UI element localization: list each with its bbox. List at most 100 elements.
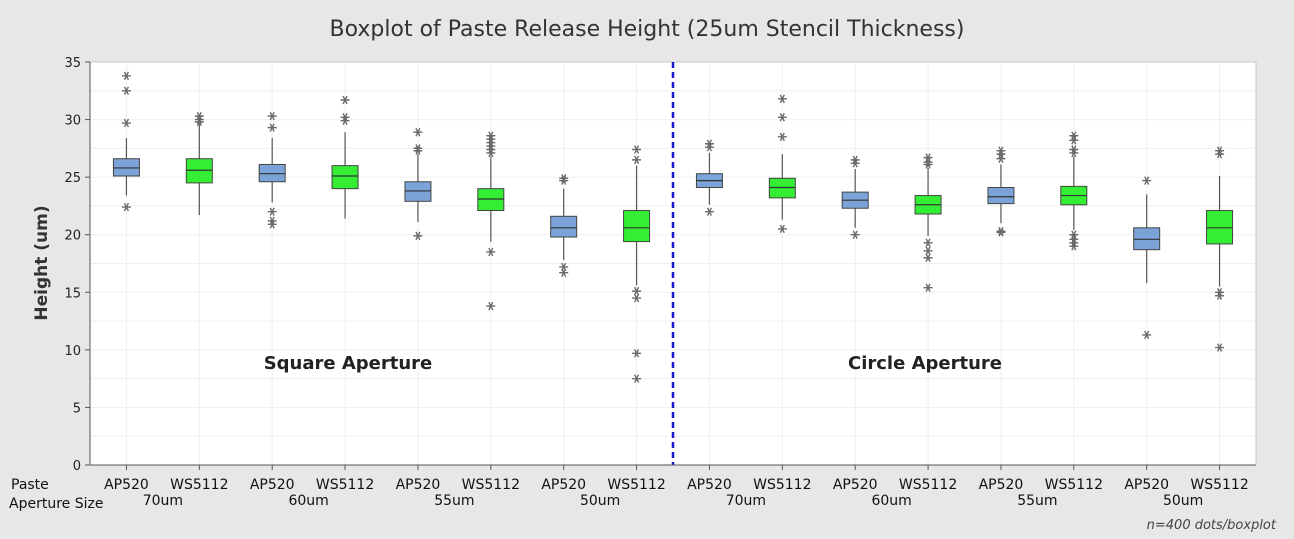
outlier-marker	[777, 224, 787, 234]
outlier-marker	[777, 132, 787, 142]
outlier-marker	[486, 145, 496, 154]
y-axis-label: Height (um)	[32, 205, 52, 320]
outlier-marker	[632, 145, 642, 154]
x-tick-label-aperture-size: 55um	[434, 493, 474, 509]
x-tick-label-aperture-size: 70um	[143, 493, 183, 509]
row-label-aperture-size: Aperture Size	[9, 496, 103, 512]
outlier-marker	[777, 113, 787, 122]
outlier-marker	[1215, 149, 1225, 159]
outlier-marker	[486, 134, 496, 144]
x-tick-label-aperture-size: 50um	[580, 493, 620, 509]
outlier-marker	[1069, 242, 1079, 251]
outlier-marker	[486, 301, 496, 311]
outlier-marker	[559, 268, 569, 277]
outlier-marker	[1215, 291, 1225, 300]
outlier-marker	[1215, 288, 1225, 297]
outlier-marker	[340, 113, 350, 122]
outlier-marker	[486, 247, 496, 257]
box-ws5112	[623, 145, 651, 383]
x-tick-label-paste: WS5112	[170, 477, 228, 493]
outlier-marker	[121, 71, 131, 81]
outlier-marker	[413, 146, 423, 155]
outlier-marker	[1142, 330, 1152, 340]
box-ap520	[1133, 176, 1161, 340]
outlier-marker	[996, 154, 1006, 163]
box-ap520	[258, 111, 286, 229]
y-tick-label: 20	[64, 229, 81, 244]
outlier-marker	[632, 286, 642, 296]
outlier-marker	[340, 116, 350, 125]
outlier-marker	[486, 141, 496, 151]
x-tick-label-paste: WS5112	[1045, 477, 1103, 493]
outlier-marker	[1069, 136, 1079, 145]
outlier-marker	[413, 231, 423, 241]
x-tick-label-aperture-size: 50um	[1163, 493, 1203, 509]
outlier-marker	[267, 207, 277, 216]
box-ap520	[550, 174, 578, 277]
footnote: n=400 dots/boxplot	[1147, 518, 1277, 533]
outlier-marker	[632, 293, 642, 303]
outlier-marker	[1142, 176, 1152, 185]
outlier-marker	[923, 246, 933, 256]
outlier-marker	[704, 207, 714, 216]
box-ap520	[695, 139, 723, 216]
outlier-marker	[850, 155, 860, 165]
outlier-marker	[1069, 145, 1079, 154]
outlier-marker	[267, 123, 277, 132]
outlier-marker	[777, 94, 787, 104]
x-tick-label-paste: WS5112	[316, 477, 374, 493]
outlier-marker	[267, 216, 277, 226]
outlier-marker	[486, 148, 496, 158]
outlier-marker	[850, 159, 860, 168]
x-tick-label-paste: WS5112	[899, 477, 957, 493]
y-tick-label: 30	[64, 114, 81, 129]
outlier-marker	[923, 253, 933, 262]
x-tick-label-paste: WS5112	[753, 477, 811, 493]
box-ws5112	[477, 131, 505, 311]
x-tick-label-aperture-size: 55um	[1017, 493, 1057, 509]
outlier-marker	[1069, 238, 1079, 248]
y-tick-label: 25	[64, 171, 81, 186]
box-ws5112	[1060, 131, 1088, 251]
box-ws5112	[1206, 146, 1234, 352]
group-label-circle: Circle Aperture	[848, 353, 1002, 374]
x-tick-label-aperture-size: 70um	[726, 493, 766, 509]
box-ws5112	[331, 95, 359, 219]
y-tick-label: 0	[73, 459, 81, 474]
chart-title: Boxplot of Paste Release Height (25um St…	[330, 17, 965, 42]
outlier-marker	[194, 117, 204, 127]
x-tick-label-aperture-size: 60um	[288, 493, 328, 509]
outlier-marker	[121, 118, 131, 128]
y-tick-label: 5	[73, 401, 81, 416]
outlier-marker	[413, 128, 423, 137]
box-iqr	[987, 187, 1015, 205]
outlier-marker	[704, 142, 714, 152]
row-label-paste: Paste	[11, 477, 49, 493]
outlier-marker	[996, 228, 1006, 237]
box-ap520	[404, 128, 432, 241]
x-tick-label-paste: AP520	[104, 477, 149, 493]
box-iqr	[550, 215, 578, 238]
x-tick-label-paste: AP520	[687, 477, 732, 493]
outlier-marker	[559, 176, 569, 185]
outlier-marker	[632, 374, 642, 383]
x-tick-label-paste: WS5112	[462, 477, 520, 493]
box-ws5112	[914, 153, 942, 292]
box-iqr	[623, 210, 651, 243]
y-tick-label: 35	[64, 56, 81, 71]
outlier-marker	[267, 220, 277, 229]
outlier-marker	[923, 238, 933, 248]
group-label-square: Square Aperture	[264, 353, 433, 374]
box-ws5112	[768, 94, 796, 234]
outlier-marker	[996, 146, 1006, 155]
outlier-marker	[1215, 343, 1225, 352]
outlier-marker	[486, 131, 496, 140]
box-ws5112	[185, 111, 213, 216]
outlier-marker	[121, 202, 131, 212]
box-iqr	[331, 165, 359, 190]
outlier-marker	[923, 283, 933, 292]
y-tick-label: 15	[64, 286, 81, 301]
box-ap520	[841, 155, 869, 239]
